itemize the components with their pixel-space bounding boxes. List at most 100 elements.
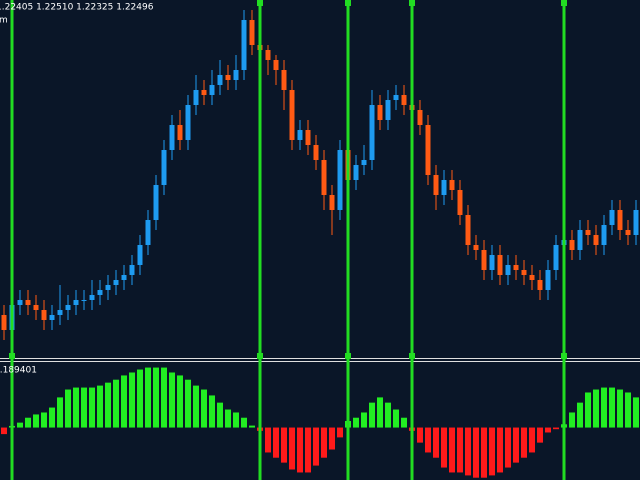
histogram-bar [433,427,439,458]
candle-body [385,100,391,120]
histogram-bar [289,427,295,470]
histogram-bar [209,395,215,428]
histogram-bar [529,427,535,453]
histogram-bar [537,427,543,443]
histogram-bar [585,392,591,428]
histogram-bar [25,417,31,428]
candle-body [241,20,247,70]
marker [561,353,567,359]
candle-body [1,315,7,330]
candle-body [401,95,407,105]
histogram-bar [129,372,135,428]
histogram-bar [225,409,231,428]
candle-body [465,215,471,245]
histogram-bar [273,427,279,458]
histogram-bar [185,379,191,428]
candle-body [41,310,47,320]
histogram-bar [105,382,111,428]
candle-body [89,295,95,300]
histogram-bar [505,427,511,468]
candle-body [577,230,583,250]
indicator-value: 0.189401 [0,366,37,376]
candle-body [617,210,623,230]
histogram-bar [233,412,239,428]
price-info: 1.22405 1.22510 1.22325 1.22496 [0,3,154,13]
histogram-bar [393,409,399,428]
candle-body [361,160,367,165]
histogram-bar [241,417,247,428]
candle-body [537,280,543,290]
candle-body [137,245,143,265]
candle-body [185,105,191,140]
histogram-bar [601,387,607,428]
candle-body [529,275,535,280]
histogram-bar [401,417,407,428]
histogram-bar [249,425,255,428]
candle-body [369,105,375,160]
histogram-bar [193,385,199,428]
histogram-bar [217,402,223,428]
histogram-bar [577,402,583,428]
histogram-bar [353,417,359,428]
marker [257,353,263,359]
histogram-bar [177,375,183,428]
candle-body [521,270,527,275]
histogram-bar [89,387,95,428]
candle-body [569,240,575,250]
histogram-bar [17,422,23,428]
histogram-bar [473,427,479,478]
candle-body [145,220,151,245]
histogram-bar [497,427,503,473]
candle-body [553,245,559,270]
candle-body [497,255,503,275]
candle-body [313,145,319,160]
candle-body [337,150,343,210]
marker [9,353,15,359]
candle-body [25,300,31,305]
histogram-bar [361,412,367,428]
candle-body [265,50,271,60]
histogram-bar [513,427,519,463]
candle-body [17,300,23,305]
histogram-bar [41,412,47,428]
marker [561,0,567,6]
histogram-bar [553,427,559,430]
histogram-bar [65,389,71,428]
histogram-bar [329,427,335,450]
histogram-bar [385,402,391,428]
candle-body [513,265,519,270]
histogram-bar [297,427,303,473]
candle-body [161,150,167,185]
candle-body [65,305,71,310]
candle-body [73,300,79,305]
candle-body [233,70,239,80]
candle-body [273,60,279,70]
period-lines [9,0,567,480]
candle-body [225,75,231,80]
candle-body [489,255,495,270]
histogram-bar [457,427,463,473]
candle-body [49,315,55,320]
candle-body [633,210,639,235]
histogram-bar [81,387,87,428]
candle-body [377,105,383,120]
histogram-bar [57,397,63,428]
histogram-bar [593,389,599,428]
candle-body [129,265,135,275]
histogram-bar [617,389,623,428]
histogram-bar [121,375,127,428]
marker [345,353,351,359]
candle-body [297,130,303,140]
candle-body [473,245,479,250]
candle-body [289,90,295,140]
candle-body [321,160,327,195]
marker [409,0,415,6]
histogram-bar [449,427,455,473]
histogram-bar [441,427,447,468]
candle-body [609,210,615,225]
candle-body [593,235,599,245]
histogram-bar [265,427,271,453]
marker [409,353,415,359]
histogram-bar [33,414,39,428]
histogram-bar [417,427,423,443]
